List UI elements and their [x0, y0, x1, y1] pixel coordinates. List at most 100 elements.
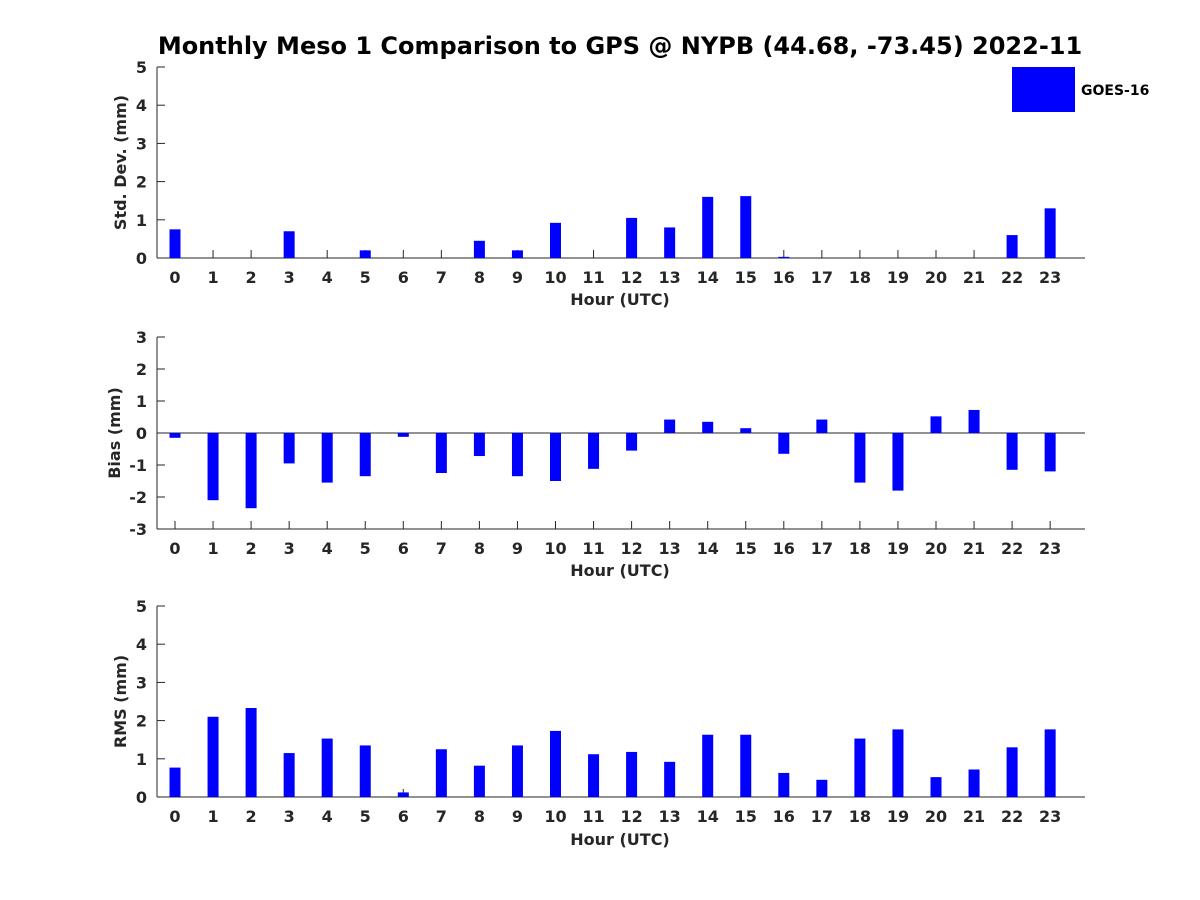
bar: [740, 196, 752, 258]
x-tick-label: 23: [1039, 539, 1061, 558]
x-tick-label: 15: [735, 539, 757, 558]
x-tick-label: 16: [773, 539, 795, 558]
x-tick-label: 3: [284, 807, 295, 826]
x-tick-label: 2: [246, 807, 257, 826]
bar: [1006, 747, 1018, 797]
x-tick-label: 12: [620, 539, 642, 558]
y-tick-label: 1: [136, 392, 147, 411]
y-tick-label: 2: [136, 360, 147, 379]
x-axis-label: Hour (UTC): [570, 290, 670, 309]
x-tick-label: 0: [169, 539, 180, 558]
legend-swatch: [1012, 67, 1075, 112]
x-tick-label: 4: [322, 539, 333, 558]
y-tick-label: 4: [136, 96, 147, 115]
x-tick-label: 23: [1039, 807, 1061, 826]
bar: [854, 738, 866, 797]
x-tick-label: 20: [925, 539, 947, 558]
bar: [892, 729, 904, 797]
x-tick-label: 22: [1001, 807, 1023, 826]
y-tick-label: 0: [136, 788, 147, 807]
y-tick-label: 3: [136, 328, 147, 347]
x-tick-label: 5: [360, 807, 371, 826]
x-tick-label: 10: [544, 539, 566, 558]
bar: [321, 433, 333, 483]
bar: [359, 433, 371, 477]
x-tick-label: 21: [963, 539, 985, 558]
x-tick-label: 17: [811, 539, 833, 558]
x-tick-label: 20: [925, 268, 947, 287]
x-tick-label: 17: [811, 268, 833, 287]
y-tick-label: 5: [136, 58, 147, 77]
x-tick-label: 22: [1001, 539, 1023, 558]
x-tick-label: 1: [207, 807, 218, 826]
chart-title: Monthly Meso 1 Comparison to GPS @ NYPB …: [158, 32, 1082, 60]
x-tick-label: 15: [735, 807, 757, 826]
bar: [550, 730, 561, 797]
bar: [169, 433, 181, 438]
bar: [930, 777, 942, 797]
bar: [283, 231, 295, 258]
bar: [207, 433, 219, 501]
bar: [169, 767, 181, 797]
bar: [511, 433, 523, 477]
y-tick-label: -1: [129, 456, 147, 475]
x-tick-label: 4: [322, 268, 333, 287]
bar: [588, 754, 600, 797]
x-tick-label: 14: [697, 268, 719, 287]
bar: [778, 433, 790, 454]
x-tick-label: 2: [246, 268, 257, 287]
bar: [778, 256, 790, 258]
bar: [435, 433, 447, 473]
bar: [1044, 729, 1056, 797]
bar: [245, 433, 257, 509]
x-tick-label: 13: [659, 807, 681, 826]
bar: [626, 433, 638, 451]
x-tick-label: 19: [887, 807, 909, 826]
bar: [664, 761, 676, 797]
x-axis-label: Hour (UTC): [570, 830, 670, 849]
bar: [778, 772, 790, 797]
y-tick-label: 3: [136, 673, 147, 692]
x-tick-label: 7: [436, 807, 447, 826]
x-tick-label: 17: [811, 807, 833, 826]
x-tick-label: 13: [659, 268, 681, 287]
x-tick-label: 0: [169, 807, 180, 826]
y-tick-label: -2: [129, 488, 147, 507]
x-tick-label: 19: [887, 268, 909, 287]
y-axis-label: Std. Dev. (mm): [111, 95, 130, 230]
bar: [1044, 208, 1056, 258]
x-tick-label: 14: [697, 807, 719, 826]
legend-label: GOES-16: [1081, 83, 1149, 99]
x-tick-label: 21: [963, 268, 985, 287]
x-tick-label: 16: [773, 807, 795, 826]
y-axis-label: RMS (mm): [111, 655, 130, 748]
bar: [1006, 235, 1018, 258]
bar: [816, 419, 828, 433]
x-tick-label: 18: [849, 807, 871, 826]
x-tick-label: 6: [398, 807, 409, 826]
bar: [816, 779, 828, 797]
y-axis-label: Bias (mm): [105, 387, 124, 479]
bar: [169, 229, 181, 258]
bar: [892, 433, 904, 491]
bar: [740, 734, 752, 797]
y-tick-label: 4: [136, 635, 147, 654]
x-tick-label: 5: [360, 268, 371, 287]
x-tick-label: 11: [582, 268, 604, 287]
bar: [283, 433, 295, 464]
y-tick-label: 2: [136, 712, 147, 731]
bar: [1044, 433, 1056, 472]
x-tick-label: 20: [925, 807, 947, 826]
x-tick-label: 9: [512, 539, 523, 558]
x-tick-label: 18: [849, 268, 871, 287]
y-tick-label: 1: [136, 750, 147, 769]
y-tick-label: 0: [136, 424, 147, 443]
bar: [664, 419, 676, 433]
bar: [283, 753, 295, 797]
x-tick-label: 6: [398, 268, 409, 287]
x-tick-label: 8: [474, 807, 485, 826]
x-tick-label: 11: [582, 807, 604, 826]
bar: [930, 416, 942, 433]
y-tick-label: 5: [136, 597, 147, 616]
